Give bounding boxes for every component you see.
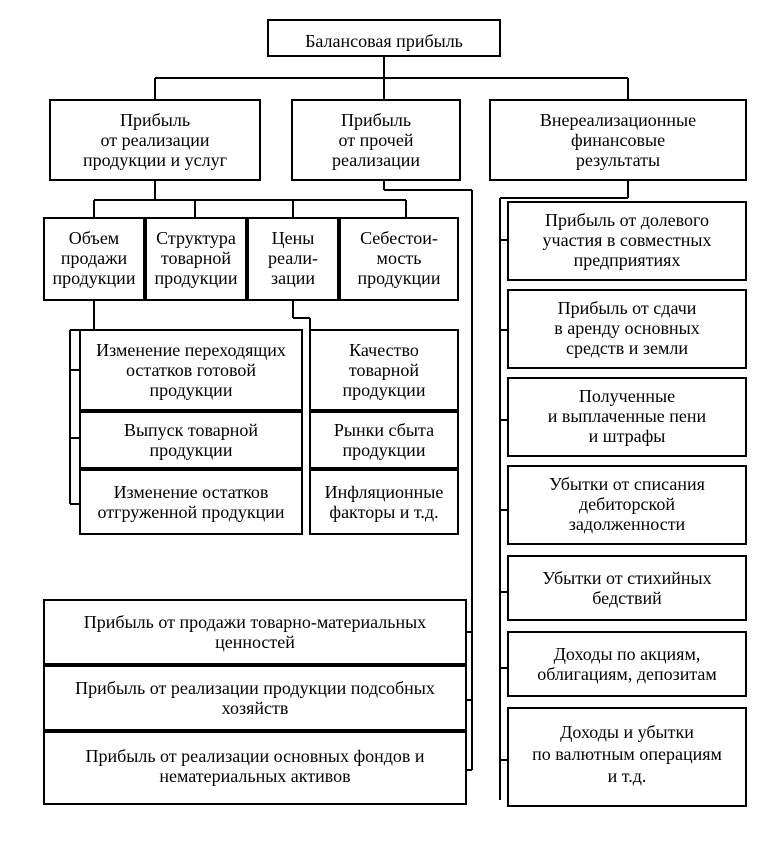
svg-text:Рынки сбыта: Рынки сбыта bbox=[334, 420, 434, 440]
svg-text:и штрафы: и штрафы bbox=[589, 426, 666, 446]
svg-text:задолженности: задолженности bbox=[569, 514, 686, 534]
svg-text:Прибыль от реализации продукци: Прибыль от реализации продукции подсобны… bbox=[75, 678, 435, 698]
profit-structure-diagram: Балансовая прибыль Прибыль от реализации… bbox=[0, 0, 768, 851]
svg-text:Выпуск товарной: Выпуск товарной bbox=[124, 420, 258, 440]
svg-text:по валютным операциям: по валютным операциям bbox=[532, 744, 722, 764]
svg-text:продажи: продажи bbox=[61, 248, 128, 268]
svg-text:Прибыль от сдачи: Прибыль от сдачи bbox=[558, 298, 697, 318]
svg-text:Объем: Объем bbox=[69, 228, 119, 248]
svg-text:бедствий: бедствий bbox=[592, 588, 662, 608]
svg-text:от прочей: от прочей bbox=[339, 130, 414, 150]
svg-text:в аренду основных: в аренду основных bbox=[554, 318, 700, 338]
svg-text:финансовые: финансовые bbox=[571, 130, 665, 150]
svg-text:предприятиях: предприятиях bbox=[574, 250, 681, 270]
svg-text:облигациям, депозитам: облигациям, депозитам bbox=[537, 664, 717, 684]
svg-text:ценностей: ценностей bbox=[215, 632, 295, 652]
svg-text:от реализации: от реализации bbox=[100, 130, 209, 150]
svg-text:Доходы по акциям,: Доходы по акциям, bbox=[554, 644, 701, 664]
svg-text:продукции и услуг: продукции и услуг bbox=[83, 150, 227, 170]
l2b-label: Прибыль bbox=[341, 110, 411, 130]
svg-text:средств и земли: средств и земли bbox=[566, 338, 688, 358]
svg-text:продукции: продукции bbox=[155, 268, 238, 288]
svg-text:факторы и т.д.: факторы и т.д. bbox=[329, 502, 438, 522]
svg-text:товарной: товарной bbox=[161, 248, 232, 268]
svg-text:Цены: Цены bbox=[272, 228, 315, 248]
svg-text:продукции: продукции bbox=[343, 380, 426, 400]
svg-text:Качество: Качество bbox=[349, 340, 419, 360]
svg-text:зации: зации bbox=[271, 268, 315, 288]
svg-text:Убытки от списания: Убытки от списания bbox=[549, 474, 705, 494]
root-label: Балансовая прибыль bbox=[305, 31, 463, 51]
svg-text:продукции: продукции bbox=[358, 268, 441, 288]
svg-text:Изменение остатков: Изменение остатков bbox=[114, 482, 269, 502]
svg-text:и выплаченные пени: и выплаченные пени bbox=[548, 406, 707, 426]
svg-text:Структура: Структура bbox=[156, 228, 236, 248]
svg-text:реали-: реали- bbox=[268, 248, 318, 268]
svg-text:продукции: продукции bbox=[150, 440, 233, 460]
svg-text:реализации: реализации bbox=[332, 150, 420, 170]
svg-text:Изменение переходящих: Изменение переходящих bbox=[96, 340, 286, 360]
svg-text:нематериальных активов: нематериальных активов bbox=[159, 766, 350, 786]
svg-text:Убытки от стихийных: Убытки от стихийных bbox=[542, 568, 711, 588]
svg-text:дебиторской: дебиторской bbox=[579, 494, 675, 514]
svg-text:Себестои-: Себестои- bbox=[360, 228, 438, 248]
svg-text:остатков готовой: остатков готовой bbox=[126, 360, 256, 380]
svg-text:результаты: результаты bbox=[576, 150, 660, 170]
svg-text:продукции: продукции bbox=[150, 380, 233, 400]
svg-text:Прибыль от продажи товарно-мат: Прибыль от продажи товарно-материальных bbox=[84, 612, 426, 632]
svg-text:мость: мость bbox=[377, 248, 422, 268]
svg-text:хозяйств: хозяйств bbox=[222, 698, 289, 718]
svg-text:продукции: продукции bbox=[53, 268, 136, 288]
svg-text:Доходы и убытки: Доходы и убытки bbox=[560, 722, 694, 742]
l2a-label: Прибыль bbox=[120, 110, 190, 130]
svg-text:Прибыль от реализации основных: Прибыль от реализации основных фондов и bbox=[85, 746, 424, 766]
svg-text:Прибыль от долевого: Прибыль от долевого bbox=[545, 210, 709, 230]
svg-text:товарной: товарной bbox=[349, 360, 420, 380]
svg-text:продукции: продукции bbox=[343, 440, 426, 460]
l2c-label: Внереализационные bbox=[540, 110, 696, 130]
svg-text:и т.д.: и т.д. bbox=[608, 766, 647, 786]
svg-text:участия в совместных: участия в совместных bbox=[543, 230, 712, 250]
svg-text:отгруженной продукции: отгруженной продукции bbox=[97, 502, 284, 522]
svg-text:Полученные: Полученные bbox=[579, 386, 675, 406]
svg-text:Инфляционные: Инфляционные bbox=[325, 482, 444, 502]
